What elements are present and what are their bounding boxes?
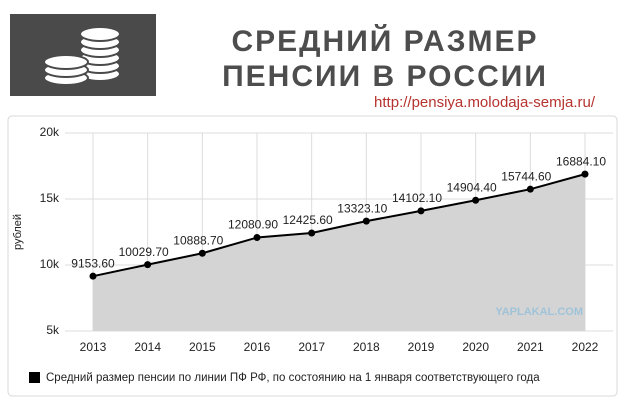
data-label: 10888.70 [173, 233, 223, 247]
y-tick-label: 20k [40, 125, 60, 139]
x-tick-label: 2022 [572, 340, 599, 354]
line [92, 173, 586, 278]
y-tick-label: 5k [46, 323, 60, 337]
source-url: http://pensiya.molodaja-semja.ru/ [374, 94, 596, 111]
y-tick-label: 15k [40, 191, 60, 205]
chart-frame [7, 115, 618, 397]
point [89, 272, 97, 280]
point [308, 229, 316, 237]
y-axis-label: рублей [12, 214, 24, 250]
data-label: 15744.60 [501, 169, 551, 183]
x-tick-label: 2018 [353, 340, 380, 354]
x-tick-label: 2021 [517, 340, 544, 354]
legend-swatch [29, 372, 40, 383]
legend-label: Средний размер пенсии по линии ПФ РФ, по… [46, 372, 540, 384]
data-label: 10029.70 [119, 245, 169, 259]
point [362, 217, 370, 225]
watermark: YAPLAKAL.COM [495, 306, 583, 318]
data-label: 14904.40 [447, 180, 497, 194]
x-tick-label: 2017 [298, 340, 325, 354]
area [93, 174, 585, 331]
point [198, 249, 206, 257]
point [581, 170, 589, 178]
point [144, 261, 152, 269]
point [526, 185, 534, 193]
point [472, 196, 480, 204]
data-label: 9153.60 [71, 256, 115, 270]
x-tick-label: 2020 [462, 340, 489, 354]
point [417, 207, 425, 215]
y-tick-label: 10k [40, 257, 60, 271]
coins-icon [43, 26, 121, 86]
x-tick-label: 2016 [244, 340, 271, 354]
data-label: 16884.10 [556, 154, 606, 168]
chart-title: ПЕНСИИ В РОССИИ [222, 60, 548, 93]
chart-title: СРЕДНИЙ РАЗМЕР [231, 24, 538, 58]
data-label: 12080.90 [228, 218, 278, 232]
x-tick-label: 2015 [189, 340, 216, 354]
data-label: 12425.60 [283, 213, 333, 227]
x-tick-label: 2013 [80, 340, 107, 354]
point [253, 234, 261, 242]
data-label: 14102.10 [392, 191, 442, 205]
x-tick-label: 2019 [408, 340, 435, 354]
x-tick-label: 2014 [134, 340, 161, 354]
data-label: 13323.10 [337, 201, 387, 215]
